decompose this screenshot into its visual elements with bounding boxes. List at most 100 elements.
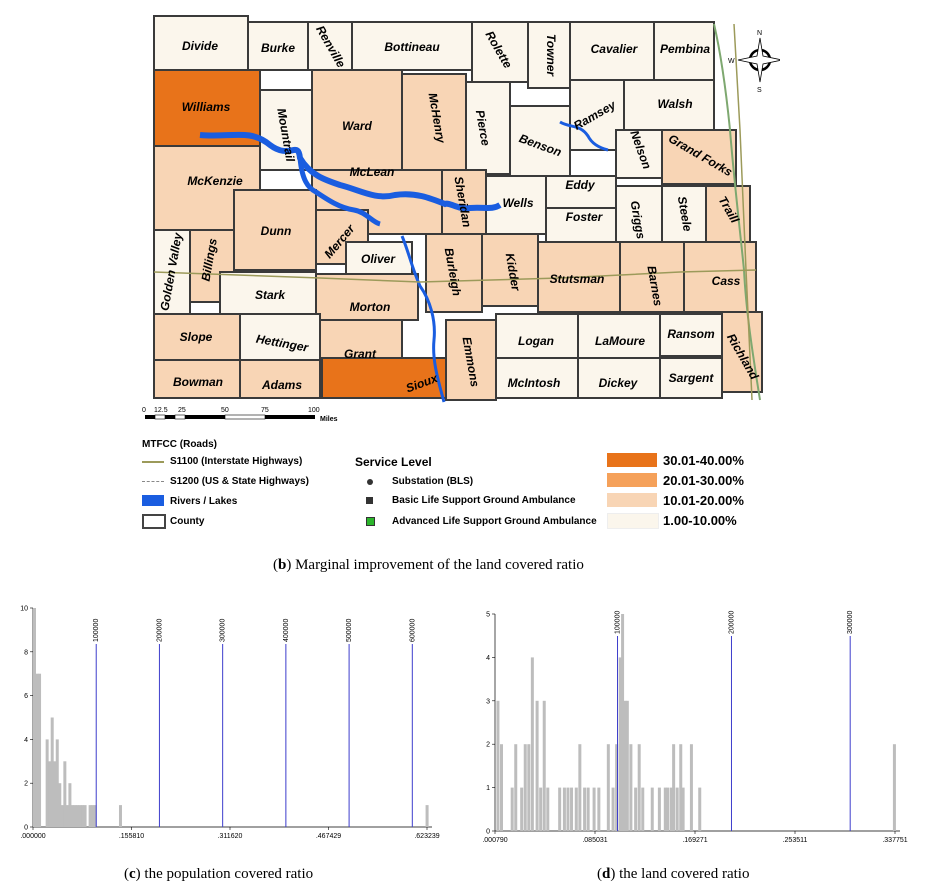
histogram-bar xyxy=(535,700,539,831)
histogram-bar xyxy=(641,787,645,831)
county-eddy xyxy=(545,175,617,209)
histogram-bar xyxy=(675,787,679,831)
histogram-bar xyxy=(618,657,622,831)
county-label: LaMoure xyxy=(595,334,645,348)
scale-seg xyxy=(265,415,315,419)
rivers-label: Rivers / Lakes xyxy=(170,496,238,507)
scale-tick-2: 25 xyxy=(178,407,186,414)
compass-w: W xyxy=(728,58,735,65)
histogram-bar xyxy=(63,761,67,827)
county-sioux xyxy=(321,357,447,399)
county-mountrail xyxy=(259,89,313,171)
devils-lake xyxy=(559,120,609,152)
county-label: County xyxy=(170,516,205,527)
histogram-bar xyxy=(583,787,587,831)
county-label: Divide xyxy=(182,39,218,53)
county-label: Dickey xyxy=(599,376,639,390)
scale-tick-1: 12.5 xyxy=(154,407,168,414)
scale-seg xyxy=(174,414,186,420)
county-label: Oliver xyxy=(361,252,396,266)
histogram-bar xyxy=(570,787,574,831)
x-tick-label: .169271 xyxy=(682,837,707,844)
county-lamoure xyxy=(577,313,661,359)
vertical-marker-label: 400000 xyxy=(283,619,290,642)
vertical-marker-label: 200000 xyxy=(728,611,735,634)
vertical-marker-label: 600000 xyxy=(409,619,416,642)
histogram-bar xyxy=(520,787,524,831)
histogram-bar xyxy=(657,787,661,831)
county-label: McKenzie xyxy=(187,174,243,188)
histogram-bar xyxy=(672,744,676,831)
counties-layer xyxy=(153,15,763,401)
caption-d: (d) the land covered ratio xyxy=(597,866,750,882)
caption-c-letter: c xyxy=(129,866,136,882)
scale-bar: 0 12.5 25 50 75 100 Miles xyxy=(142,407,338,423)
histogram-bar xyxy=(527,744,531,831)
caption-b: (b) Marginal improvement of the land cov… xyxy=(273,557,584,573)
county-label: McIntosh xyxy=(508,376,561,390)
roads-legend-title: MTFCC (Roads) xyxy=(142,439,217,450)
scale-tick-4: 75 xyxy=(261,407,269,414)
x-tick-label: .155810 xyxy=(119,833,144,840)
level-label-30-40: 30.01-40.00% xyxy=(663,453,744,468)
vertical-marker-label: 100000 xyxy=(93,619,100,642)
histogram-bar xyxy=(73,805,77,827)
advanced-ambulance-icon xyxy=(366,517,375,526)
county-label: Grant xyxy=(344,347,377,361)
county-swatch xyxy=(142,514,166,529)
county-mchenry xyxy=(401,73,467,171)
histogram-bar xyxy=(78,805,82,827)
county-label: Steele xyxy=(675,195,695,233)
county-label: McLean xyxy=(350,165,395,179)
scale-tick-0: 0 xyxy=(142,407,146,414)
level-swatch-1-10 xyxy=(607,513,659,529)
vertical-marker-label: 300000 xyxy=(847,611,854,634)
county-label: Ward xyxy=(342,119,372,133)
county-kidder xyxy=(481,233,539,307)
x-tick-label: .000790 xyxy=(482,837,507,844)
county-label: Bowman xyxy=(173,375,223,389)
county-barnes xyxy=(619,241,685,313)
lake-oahe xyxy=(400,235,446,403)
county-mcintosh xyxy=(495,357,579,399)
county-label: Slope xyxy=(180,330,213,344)
histogram-bar xyxy=(81,805,85,827)
county-label: Bottineau xyxy=(384,40,440,54)
county-label: Williams xyxy=(182,100,231,114)
county-label: Towner xyxy=(544,34,558,78)
county-grand-forks xyxy=(661,129,737,185)
histogram-bar xyxy=(539,787,543,831)
compass-needle xyxy=(737,37,780,83)
histogram-bar xyxy=(499,744,503,831)
y-tick-label: 4 xyxy=(486,655,490,662)
caption-b-letter: b xyxy=(278,557,287,573)
histogram-bar xyxy=(625,700,629,831)
y-tick-label: 1 xyxy=(486,785,490,792)
s1100-label: S1100 (Interstate Highways) xyxy=(170,456,303,467)
histogram-bar xyxy=(637,744,641,831)
s1200-swatch xyxy=(142,481,164,482)
county-towner xyxy=(527,21,571,89)
histogram-bar xyxy=(60,805,64,827)
x-tick-label: .311620 xyxy=(218,833,243,840)
histogram-bar xyxy=(53,761,57,827)
histogram-bar xyxy=(592,787,596,831)
county-label: Kidder xyxy=(503,252,524,293)
histogram-bar xyxy=(65,805,69,827)
basic-ambulance-icon xyxy=(366,497,373,504)
level-swatch-10-20 xyxy=(607,493,657,507)
interstate-29 xyxy=(733,23,753,401)
county-label: Pembina xyxy=(660,42,710,56)
histogram-bar xyxy=(118,805,122,827)
county-sargent xyxy=(659,357,723,399)
level-label-20-30: 20.01-30.00% xyxy=(663,473,744,488)
histogram-bar xyxy=(93,805,97,827)
county-dunn xyxy=(233,189,317,271)
level-swatch-20-30 xyxy=(607,473,657,487)
scale-seg xyxy=(145,415,155,419)
level-label-1-10: 1.00-10.00% xyxy=(663,513,737,528)
histogram-bar xyxy=(597,787,601,831)
histogram-bar xyxy=(634,787,638,831)
y-tick-label: 10 xyxy=(20,606,28,613)
substation-icon xyxy=(367,479,373,485)
